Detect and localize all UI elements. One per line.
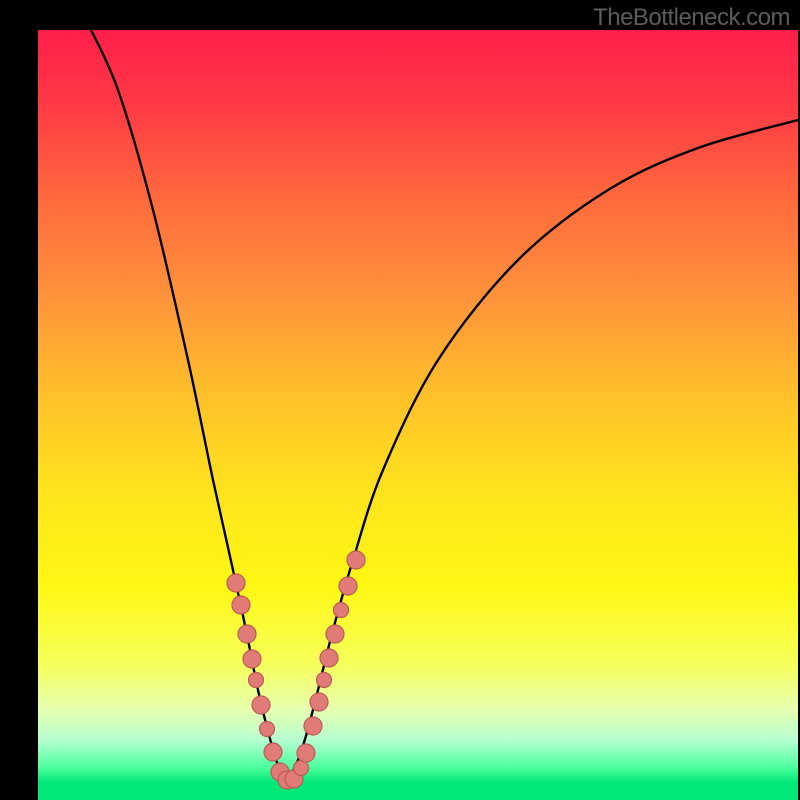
data-marker: [249, 673, 264, 688]
plot-area: [38, 30, 798, 800]
data-marker: [294, 761, 309, 776]
data-marker: [334, 603, 349, 618]
data-marker: [232, 596, 250, 614]
data-marker: [260, 722, 275, 737]
data-marker: [317, 673, 332, 688]
curve-right: [287, 120, 798, 780]
data-marker: [339, 577, 357, 595]
data-marker: [297, 744, 315, 762]
data-marker: [304, 717, 322, 735]
data-marker: [227, 574, 245, 592]
data-marker: [347, 551, 365, 569]
curve-left: [86, 30, 287, 780]
data-marker: [243, 650, 261, 668]
watermark-text: TheBottleneck.com: [593, 4, 790, 32]
chart-svg: [38, 30, 798, 800]
data-marker: [252, 696, 270, 714]
data-marker: [326, 625, 344, 643]
chart-container: TheBottleneck.com: [0, 0, 800, 800]
data-marker: [264, 743, 282, 761]
data-marker: [238, 625, 256, 643]
data-marker: [310, 693, 328, 711]
markers-group: [227, 551, 365, 789]
data-marker: [320, 649, 338, 667]
